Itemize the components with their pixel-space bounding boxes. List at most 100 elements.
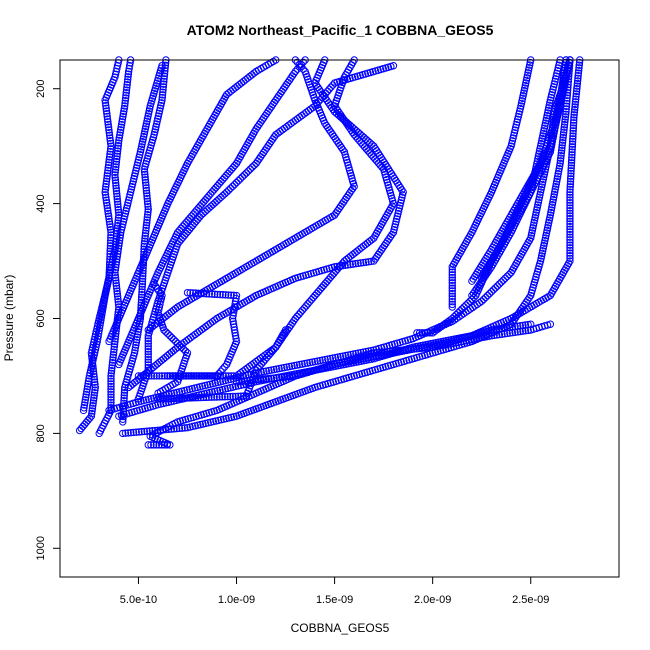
data-point [169, 306, 178, 314]
data-point [168, 372, 177, 380]
data-point [556, 157, 565, 165]
data-point [281, 83, 289, 91]
data-point [167, 308, 176, 316]
data-point [131, 378, 139, 387]
data-point [110, 345, 118, 354]
data-point [113, 197, 122, 206]
data-point [131, 346, 139, 355]
data-point [557, 87, 566, 95]
data-point [418, 329, 426, 337]
data-point [559, 76, 567, 85]
data-point [246, 165, 254, 173]
data-point [111, 271, 119, 279]
data-point [524, 296, 532, 304]
data-point [313, 357, 322, 365]
data-point [566, 233, 574, 241]
data-point [485, 289, 494, 298]
data-point [562, 102, 571, 110]
data-point [263, 144, 271, 152]
profile-series [413, 56, 564, 337]
data-point [201, 207, 209, 216]
data-point [279, 85, 287, 93]
data-point [213, 182, 222, 190]
data-point [282, 81, 291, 89]
data-point [448, 300, 456, 309]
data-point [199, 393, 208, 402]
data-point [144, 205, 152, 214]
data-point [262, 367, 271, 375]
data-point [554, 172, 562, 181]
data-point [97, 313, 106, 321]
data-point [107, 374, 115, 383]
data-point [462, 301, 470, 309]
data-point [189, 372, 198, 380]
data-point [238, 173, 247, 181]
data-point [141, 176, 150, 184]
data-point [106, 239, 115, 247]
data-point [104, 209, 112, 218]
y-axis: 200 400 600 800 1000 [35, 80, 61, 561]
data-point [321, 355, 329, 364]
data-point [267, 366, 276, 374]
data-point [508, 323, 517, 331]
data-point [574, 74, 582, 82]
profile-series [134, 62, 398, 403]
data-point [448, 303, 456, 311]
data-point [359, 355, 367, 363]
data-point [549, 132, 558, 140]
data-point [142, 186, 151, 195]
data-point [110, 348, 118, 356]
data-point [175, 424, 184, 433]
data-point [554, 108, 562, 116]
data-point [573, 85, 581, 93]
data-point [112, 279, 120, 287]
data-point [466, 297, 474, 305]
data-point [256, 118, 265, 127]
data-point [210, 393, 218, 401]
data-point [422, 342, 431, 351]
data-point [104, 120, 112, 129]
data-point [220, 173, 229, 182]
data-point [341, 195, 349, 204]
data-point [376, 351, 385, 360]
data-point [198, 200, 206, 208]
data-point [556, 159, 564, 168]
data-point [86, 414, 94, 422]
data-point [158, 96, 166, 104]
data-point [173, 394, 181, 403]
data-point [124, 70, 133, 78]
data-point [111, 274, 120, 282]
data-point [261, 146, 269, 154]
data-point [248, 163, 256, 171]
data-point [160, 69, 169, 78]
data-point [270, 98, 278, 107]
data-point [121, 99, 129, 108]
data-point [559, 131, 568, 139]
data-point [428, 341, 436, 350]
data-point [122, 91, 130, 100]
data-point [426, 329, 434, 337]
data-point [425, 342, 433, 350]
data-point [84, 380, 92, 388]
data-point [113, 195, 121, 203]
data-point [248, 71, 256, 79]
data-point [146, 427, 154, 435]
data-point [185, 225, 194, 234]
data-point [547, 208, 555, 217]
data-point [159, 355, 168, 363]
data-point [555, 164, 563, 173]
data-point [399, 347, 408, 355]
data-point [111, 266, 120, 274]
data-point [498, 324, 506, 333]
data-point [101, 185, 110, 194]
data-point [111, 176, 120, 184]
data-point [194, 393, 202, 402]
data-point [364, 354, 372, 362]
data-point [210, 186, 218, 194]
data-point [105, 131, 114, 140]
data-point [102, 196, 110, 204]
data-point [293, 361, 301, 369]
data-point [114, 295, 122, 303]
data-point [568, 145, 576, 154]
data-point [266, 139, 274, 148]
